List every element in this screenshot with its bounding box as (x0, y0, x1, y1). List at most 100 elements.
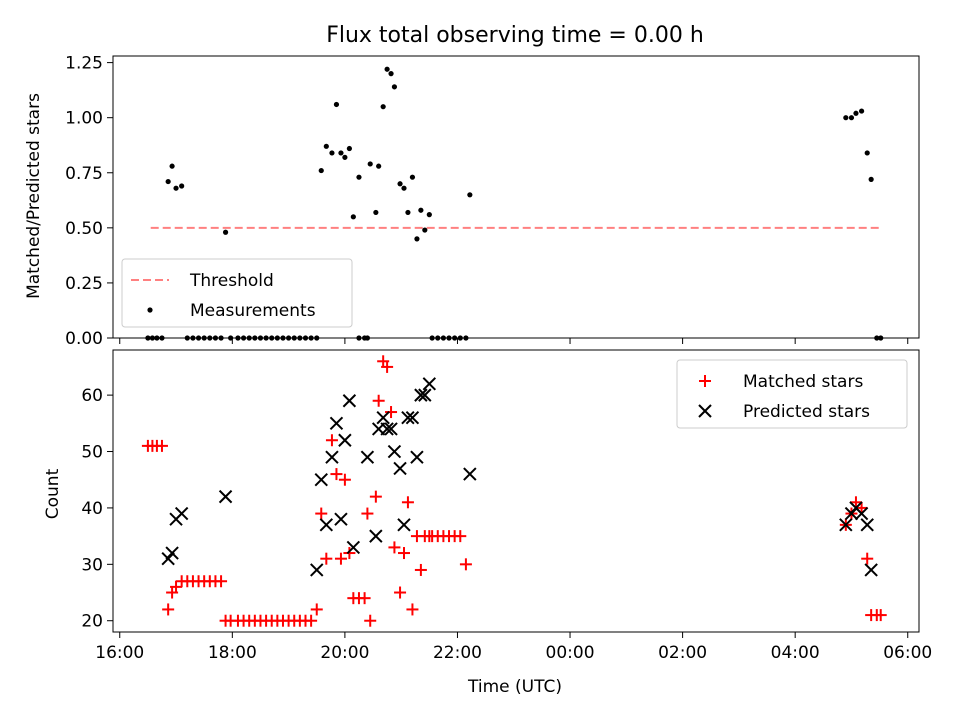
top-dot-point-shape (338, 150, 344, 156)
top-dot-point-shape (346, 145, 352, 152)
bottom-plus-point (874, 609, 887, 622)
bottom-y-tick-label: 40 (81, 499, 103, 519)
top-dot-point (222, 229, 229, 235)
top-dot-point (426, 212, 432, 218)
bottom-plus-point (454, 530, 467, 543)
top-dot-point (414, 236, 420, 242)
top-dot-point (397, 181, 403, 187)
top-dot-point (388, 71, 394, 77)
bottom-x-tick-label: 18:00 (208, 643, 257, 663)
bottom-legend-box (676, 359, 908, 429)
bottom-x-point (380, 422, 394, 436)
bottom-x-point-b (463, 467, 477, 481)
bottom-x-point-b (218, 489, 233, 504)
bottom-x-point (360, 450, 375, 464)
bottom-plus-point (305, 614, 318, 627)
bottom-axes-frame (112, 349, 920, 633)
bottom-x-point (218, 489, 233, 504)
top-y-tick-label: 1.25 (65, 54, 103, 74)
bottom-x-point-b (860, 518, 874, 532)
top-dot-point-shape (391, 84, 398, 90)
legend-plus-swatch (699, 375, 711, 387)
top-dot-point-shape (367, 161, 373, 167)
top-dot-point-shape (388, 71, 394, 77)
legend-label: Measurements (190, 301, 316, 321)
chart-title: Flux total observing time = 0.00 h (326, 23, 704, 48)
legend-x-swatch (698, 404, 712, 418)
bottom-x-point-b (422, 377, 437, 391)
bottom-plus-point (334, 552, 347, 565)
top-dot-point-shape (414, 236, 420, 242)
top-dot-point (367, 161, 373, 167)
top-dot-point-shape (409, 174, 416, 180)
bottom-plus-point (330, 468, 343, 481)
bottom-x-point-b (319, 518, 334, 532)
bottom-x-point-b (161, 551, 175, 566)
top-dot-point-shape (323, 143, 329, 149)
bottom-plus-point (397, 547, 410, 560)
top-dot-point (318, 167, 324, 174)
bottom-x-point-b (405, 410, 420, 425)
bottom-plus-point (320, 552, 333, 565)
bottom-x-point-b (360, 450, 375, 464)
top-y-tick-label: 0.50 (65, 219, 103, 239)
top-dot-point (329, 150, 335, 156)
top-dot-point-shape (169, 163, 175, 169)
top-dot-point-shape (350, 214, 356, 220)
bottom-panel: 20 30 40 50 60 16:00 18:00 20:00 22:00 00:00 02:00… (81, 349, 932, 663)
top-dot-point-shape (858, 108, 865, 114)
bottom-plus-point (385, 406, 398, 419)
top-dot-point-shape (401, 185, 407, 191)
bottom-x-point (338, 433, 352, 447)
top-panel: 0.00 0.25 0.50 0.75 1.00 1.25 Threshold Measure… (65, 54, 920, 349)
bottom-x-point-b (314, 473, 328, 487)
top-dot-point (848, 115, 855, 121)
bottom-x-point (334, 512, 348, 526)
bottom-plus-point (343, 547, 356, 560)
top-dot-point (376, 163, 382, 169)
bottom-y-tick-label: 50 (81, 443, 103, 463)
top-dot-point (342, 154, 348, 160)
top-dot-point-shape (864, 150, 870, 156)
bottom-plus-point (372, 394, 385, 407)
bottom-x-point (342, 394, 357, 408)
bottom-x-point (346, 540, 361, 555)
bottom-plus-point (315, 507, 328, 520)
top-dot-point (864, 150, 870, 156)
bottom-x-tick-label: 02:00 (658, 643, 707, 663)
legend-dot-swatch (147, 307, 153, 313)
top-y-tick-label: 0.25 (65, 274, 103, 294)
bottom-x-point (174, 506, 189, 521)
legend-label: Threshold (189, 271, 274, 291)
bottom-legend: Matched stars Predicted stars (676, 359, 908, 429)
legend-dot-swatch-shape (147, 307, 153, 313)
top-dot-point (409, 174, 416, 180)
bottom-y-tick-label: 20 (81, 612, 103, 632)
bottom-x-point (422, 377, 437, 391)
top-dot-point (333, 101, 340, 108)
top-dot-point-shape (318, 167, 324, 174)
x-axis-label: Time (UTC) (467, 677, 562, 697)
top-dot-point (380, 104, 386, 110)
top-dot-point-shape (397, 181, 403, 187)
bottom-x-point (463, 467, 477, 481)
top-dot-point (350, 214, 356, 220)
bottom-x-point-b (410, 450, 424, 464)
bottom-x-point-b (325, 450, 339, 464)
top-dot-point (169, 163, 175, 169)
bottom-x-point-b (401, 410, 415, 425)
legend-label: Predicted stars (743, 402, 870, 422)
bottom-x-point-b (393, 461, 407, 476)
bottom-x-point-b (369, 529, 383, 543)
bottom-plus-point (361, 507, 374, 520)
top-dot-point (391, 84, 398, 90)
bottom-x-point (310, 563, 324, 577)
top-dot-point (422, 227, 428, 233)
bottom-plus-point (388, 541, 401, 554)
top-dot-point (853, 110, 859, 116)
top-markers (145, 66, 884, 341)
top-y-tick-label: 1.00 (65, 109, 103, 129)
bottom-x-point (384, 422, 398, 436)
bottom-x-point-b (414, 388, 428, 402)
bottom-plus-point (849, 496, 862, 509)
